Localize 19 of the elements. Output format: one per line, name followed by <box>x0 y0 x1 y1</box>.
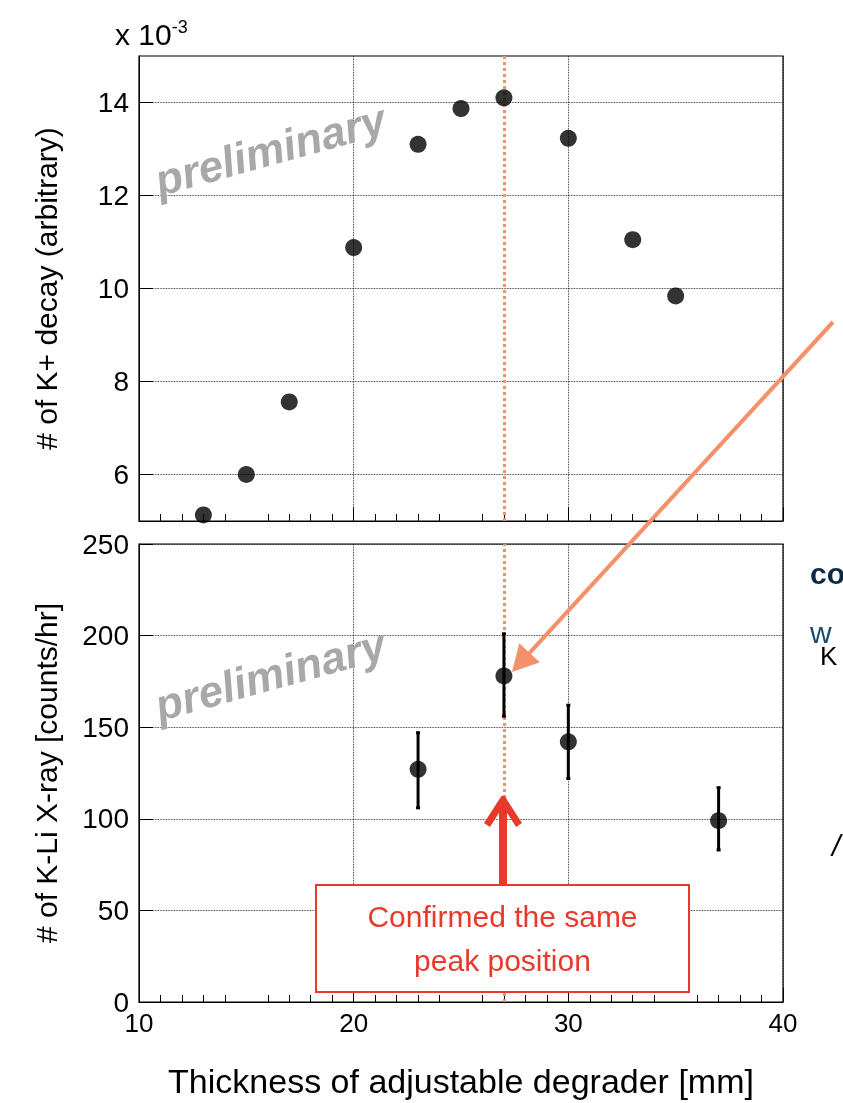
y-tick-label: 150 <box>82 711 129 743</box>
x-tick-label: 30 <box>553 1008 583 1038</box>
y-tick-label: 14 <box>97 87 129 118</box>
y-tick-label: 100 <box>82 803 129 835</box>
y-tick-label: 10 <box>97 273 129 304</box>
x-tick-label: 20 <box>339 1008 369 1038</box>
x-tick-label: 40 <box>768 1008 798 1038</box>
y-tick-label: 6 <box>113 459 129 490</box>
text-box: Confirmed the same peak position <box>315 884 690 993</box>
x-axis-title: Thickness of adjustable degrader [mm] <box>168 1062 754 1100</box>
y-tick-label: 200 <box>82 620 129 652</box>
y-tick-label: 8 <box>113 366 129 397</box>
y-tick-label: 50 <box>97 894 129 926</box>
text: co <box>810 556 843 590</box>
y-axis-title: # of K-Li X-ray [counts/hr] <box>29 602 63 944</box>
y-tick-label: 12 <box>97 180 129 211</box>
text: / <box>830 828 843 862</box>
y-axis-title: # of K+ decay (arbitrary) <box>29 127 63 450</box>
y-tick-label: 250 <box>82 528 129 560</box>
